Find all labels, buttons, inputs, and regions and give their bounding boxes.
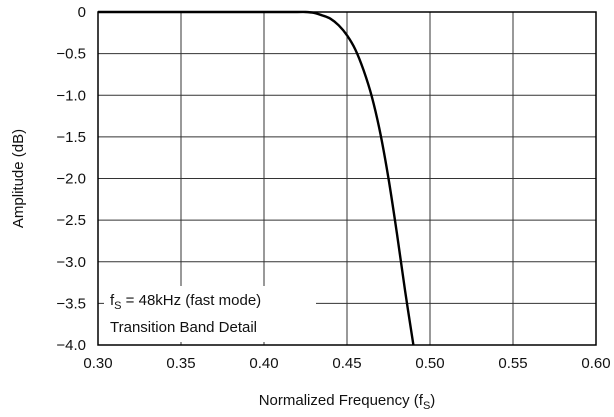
x-tick-label: 0.35 (166, 355, 195, 372)
x-axis-label: Normalized Frequency (fS) (259, 392, 436, 412)
annotation-title: Transition Band Detail (110, 319, 257, 336)
x-tick-label: 0.40 (249, 355, 278, 372)
x-tick-label: 0.45 (332, 355, 361, 372)
y-tick-label: −4.0 (56, 337, 86, 354)
y-axis-label: Amplitude (dB) (10, 129, 27, 228)
y-tick-label: −0.5 (56, 46, 86, 63)
y-tick-label: −3.0 (56, 254, 86, 271)
y-tick-label: −1.0 (56, 87, 86, 104)
tick-labels: 0.30 0.35 0.40 0.45 0.50 0.55 0.60 0 −0.5 −1.0 −1.… (56, 4, 610, 372)
plot-frame (97, 11, 597, 346)
annotation-sample-rate: fS = 48kHz (fast mode) (110, 292, 261, 312)
x-tick-label: 0.55 (498, 355, 527, 372)
y-tick-label: −2.5 (56, 212, 86, 229)
series-line (97, 10, 415, 346)
x-tick-label: 0.60 (581, 355, 610, 372)
y-tick-label: −1.5 (56, 129, 86, 146)
annotation-box (104, 286, 316, 342)
y-tick-label: −3.5 (56, 295, 86, 312)
y-tick-label: 0 (78, 4, 86, 21)
x-tick-label: 0.30 (83, 355, 112, 372)
x-tick-label: 0.50 (415, 355, 444, 372)
y-tick-label: −2.0 (56, 171, 86, 188)
